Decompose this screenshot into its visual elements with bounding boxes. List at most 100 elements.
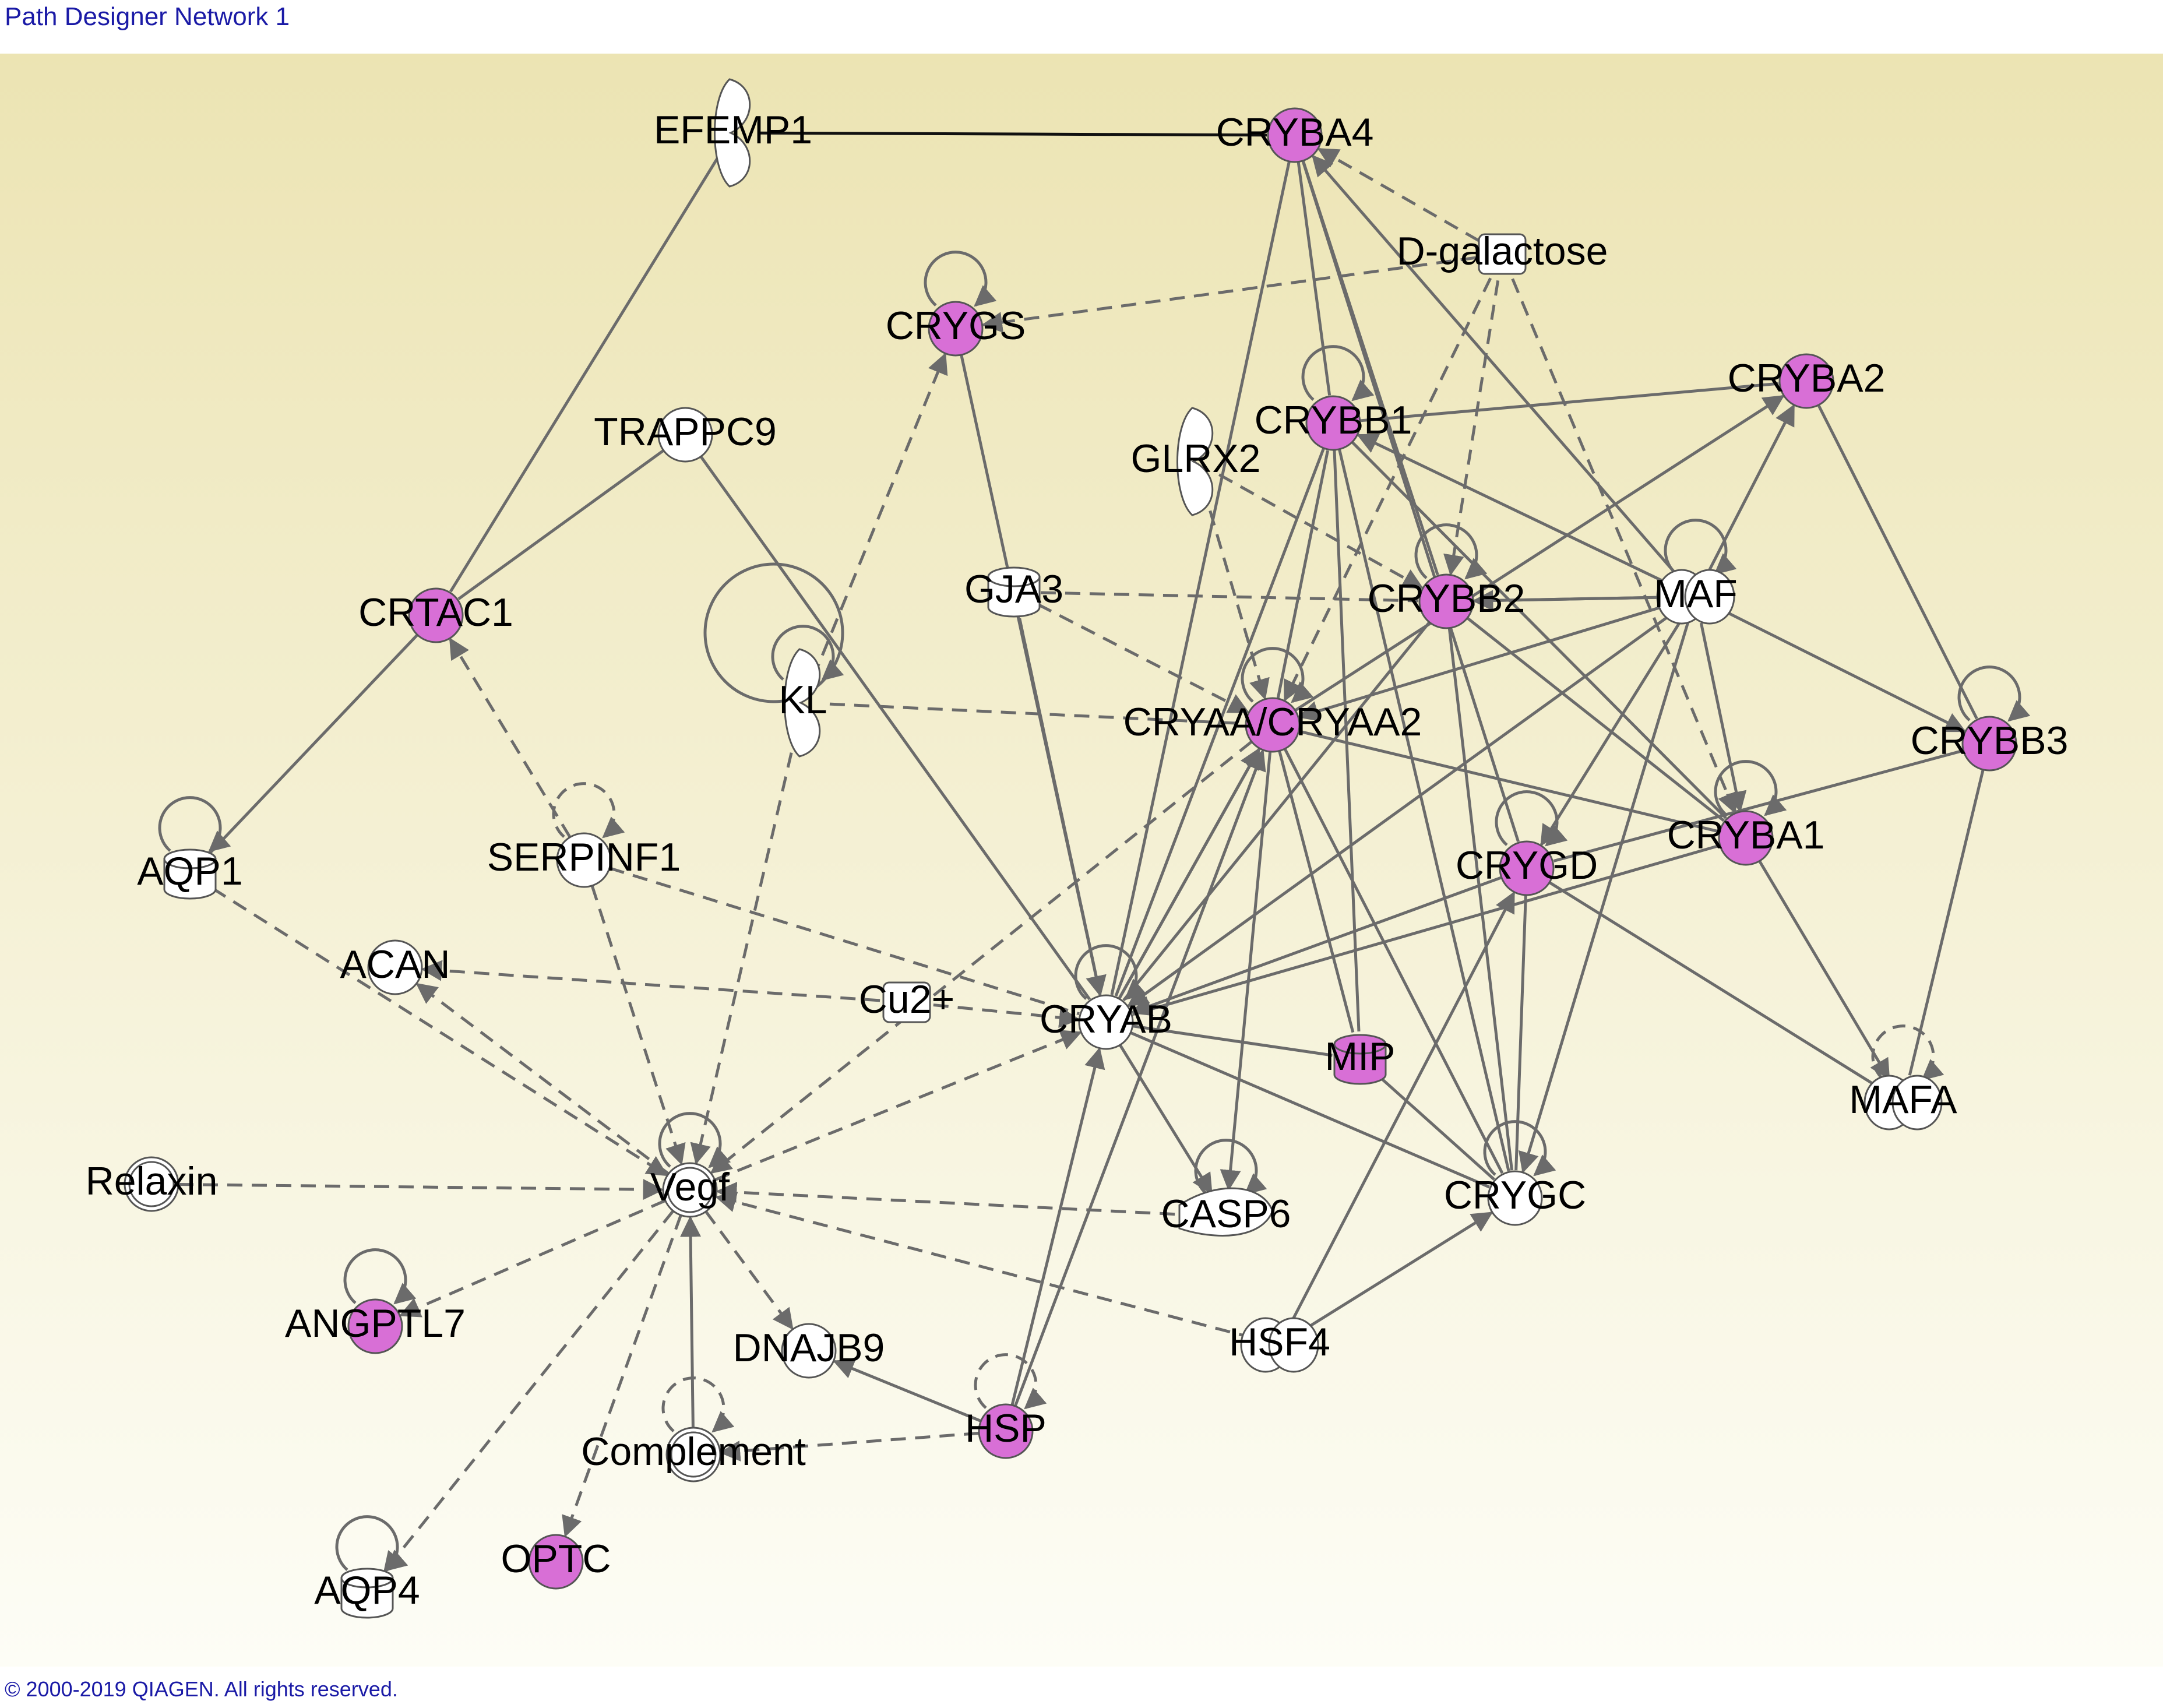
node-crygs[interactable]	[928, 301, 984, 357]
edge-cryba1-to-mafa	[1758, 860, 1890, 1080]
node-label-angptl7: ANGPTL7	[285, 1301, 466, 1346]
node-label-kl: KL	[778, 678, 827, 722]
node-shape-rect	[1478, 233, 1527, 275]
node-shape-circle	[1499, 840, 1555, 896]
edge-cryab-to-crygc	[1130, 1031, 1490, 1189]
node-label-crybb3: CRYBB3	[1911, 719, 2069, 763]
edge-glrx2-to-cryaa	[1202, 487, 1270, 700]
node-angptl7[interactable]	[347, 1298, 403, 1354]
node-shape-cylinder-top	[987, 566, 1041, 587]
node-label-mip: MIP	[1325, 1034, 1396, 1079]
edge-hsf4-to-vegf	[714, 1192, 1255, 1340]
self-loop-vegf	[658, 1112, 731, 1168]
edge-maf-to-cryaa	[1297, 603, 1671, 721]
edge-serpinf1-to-cryab	[609, 867, 1080, 1016]
edge-cryaa-to-cryba2	[1294, 395, 1785, 712]
node-casp6[interactable]	[1178, 1187, 1274, 1237]
node-label-maf: MAF	[1654, 572, 1738, 616]
edge-maf-to-cryba2	[1706, 404, 1795, 574]
self-loop-crybb1	[1301, 345, 1375, 402]
node-cu2[interactable]	[882, 981, 931, 1023]
edge-maf-to-cryab	[1127, 611, 1675, 1008]
node-mafa[interactable]	[1863, 1075, 1943, 1131]
node-vegf[interactable]	[662, 1162, 718, 1218]
node-crybb3[interactable]	[1961, 716, 2017, 772]
node-aqp1[interactable]	[163, 848, 217, 900]
node-crygc[interactable]	[1487, 1170, 1543, 1226]
node-optc[interactable]	[528, 1534, 584, 1590]
self-loop-mafa	[1871, 1024, 1944, 1081]
node-cryba2[interactable]	[1778, 353, 1834, 409]
node-crybb1[interactable]	[1305, 395, 1361, 451]
node-shape-circle	[1961, 716, 2017, 772]
node-aqp4[interactable]	[340, 1568, 394, 1619]
node-maf[interactable]	[1656, 569, 1735, 625]
node-complement[interactable]	[665, 1427, 721, 1482]
node-efemp1[interactable]	[714, 78, 751, 188]
node-cryba4[interactable]	[1267, 107, 1323, 163]
node-label-aqp1: AQP1	[137, 849, 242, 893]
self-loop-aqp4	[335, 1515, 408, 1572]
node-shape-circle	[1305, 395, 1361, 451]
copyright-footer: © 2000-2019 QIAGEN. All rights reserved.	[5, 1677, 398, 1701]
self-loop-aqp1	[158, 796, 231, 853]
node-shape-cylinder-top	[163, 848, 217, 869]
node-shape-circle	[1267, 107, 1323, 163]
self-loop-crygs	[924, 251, 997, 307]
self-loop-complement	[661, 1376, 735, 1433]
node-acan[interactable]	[367, 939, 423, 995]
node-shape-circle	[657, 407, 713, 463]
node-crybb2[interactable]	[1418, 573, 1474, 629]
node-label-serpinf1: SERPINF1	[487, 835, 681, 879]
edge-hsp-to-cryab	[1010, 1047, 1105, 1406]
edge-cryab-to-cryaa	[1118, 747, 1260, 1000]
network-background	[0, 54, 2163, 1667]
node-label-crygd: CRYGD	[1456, 843, 1598, 888]
node-relaxin[interactable]	[124, 1156, 179, 1212]
node-cryba1[interactable]	[1718, 810, 1774, 866]
node-label-cryba4: CRYBA4	[1216, 110, 1374, 154]
edge-complement-to-vegf	[680, 1216, 702, 1428]
node-label-crybb1: CRYBB1	[1255, 398, 1412, 442]
node-label-hsf4: HSF4	[1229, 1320, 1330, 1364]
node-glrx2[interactable]	[1176, 407, 1214, 516]
node-hsf4[interactable]	[1240, 1317, 1319, 1373]
self-loop-angptl7	[343, 1248, 417, 1305]
node-label-complement: Complement	[581, 1429, 806, 1474]
node-label-casp6: CASP6	[1161, 1192, 1291, 1236]
self-loop-crygd	[1495, 790, 1568, 847]
node-label-aqp4: AQP4	[314, 1568, 420, 1612]
node-cryab[interactable]	[1078, 994, 1134, 1050]
node-hsp[interactable]	[978, 1403, 1034, 1459]
page-title: Path Designer Network 1	[5, 2, 290, 31]
node-label-cryba1: CRYBA1	[1667, 813, 1825, 857]
edge-crtac1-to-aqp1	[208, 633, 419, 855]
labels-layer: EFEMP1 CRYBA4 D-galactose CRYGS CRYBA2 CRYBB1…	[86, 108, 2069, 1612]
self-loop-serpinf1	[552, 782, 625, 839]
node-serpinf1[interactable]	[556, 832, 612, 888]
edge-gja3-to-crybb2	[1040, 591, 1419, 603]
node-crtac1[interactable]	[408, 587, 464, 643]
edge-crygd-to-cryab	[1130, 876, 1502, 1016]
node-label-gja3: GJA3	[964, 567, 1063, 611]
node-gja3[interactable]	[987, 566, 1041, 618]
edge-d-galactose-to-crybb2	[1443, 280, 1500, 576]
edge-hsf4-to-crygc	[1301, 1212, 1493, 1332]
node-kl[interactable]	[784, 648, 821, 758]
node-trappc9[interactable]	[657, 407, 713, 463]
node-crygd[interactable]	[1499, 840, 1555, 896]
edge-crybb1-to-mip	[1333, 449, 1361, 1032]
node-dnajb9[interactable]	[781, 1323, 837, 1379]
node-shape-rect	[882, 981, 931, 1023]
node-label-d-galactose: D-galactose	[1397, 229, 1608, 273]
node-cryaa[interactable]	[1245, 697, 1301, 753]
node-shape-inner-circle	[670, 1431, 717, 1478]
node-shape-circle	[978, 1403, 1034, 1459]
node-shape-crescent	[1176, 407, 1214, 516]
node-mip[interactable]	[1333, 1034, 1387, 1085]
node-shape-circle	[1245, 697, 1301, 753]
node-d-galactose[interactable]	[1478, 233, 1527, 275]
edge-aqp1-to-vegf	[212, 887, 668, 1177]
node-label-optc: OPTC	[501, 1537, 611, 1581]
